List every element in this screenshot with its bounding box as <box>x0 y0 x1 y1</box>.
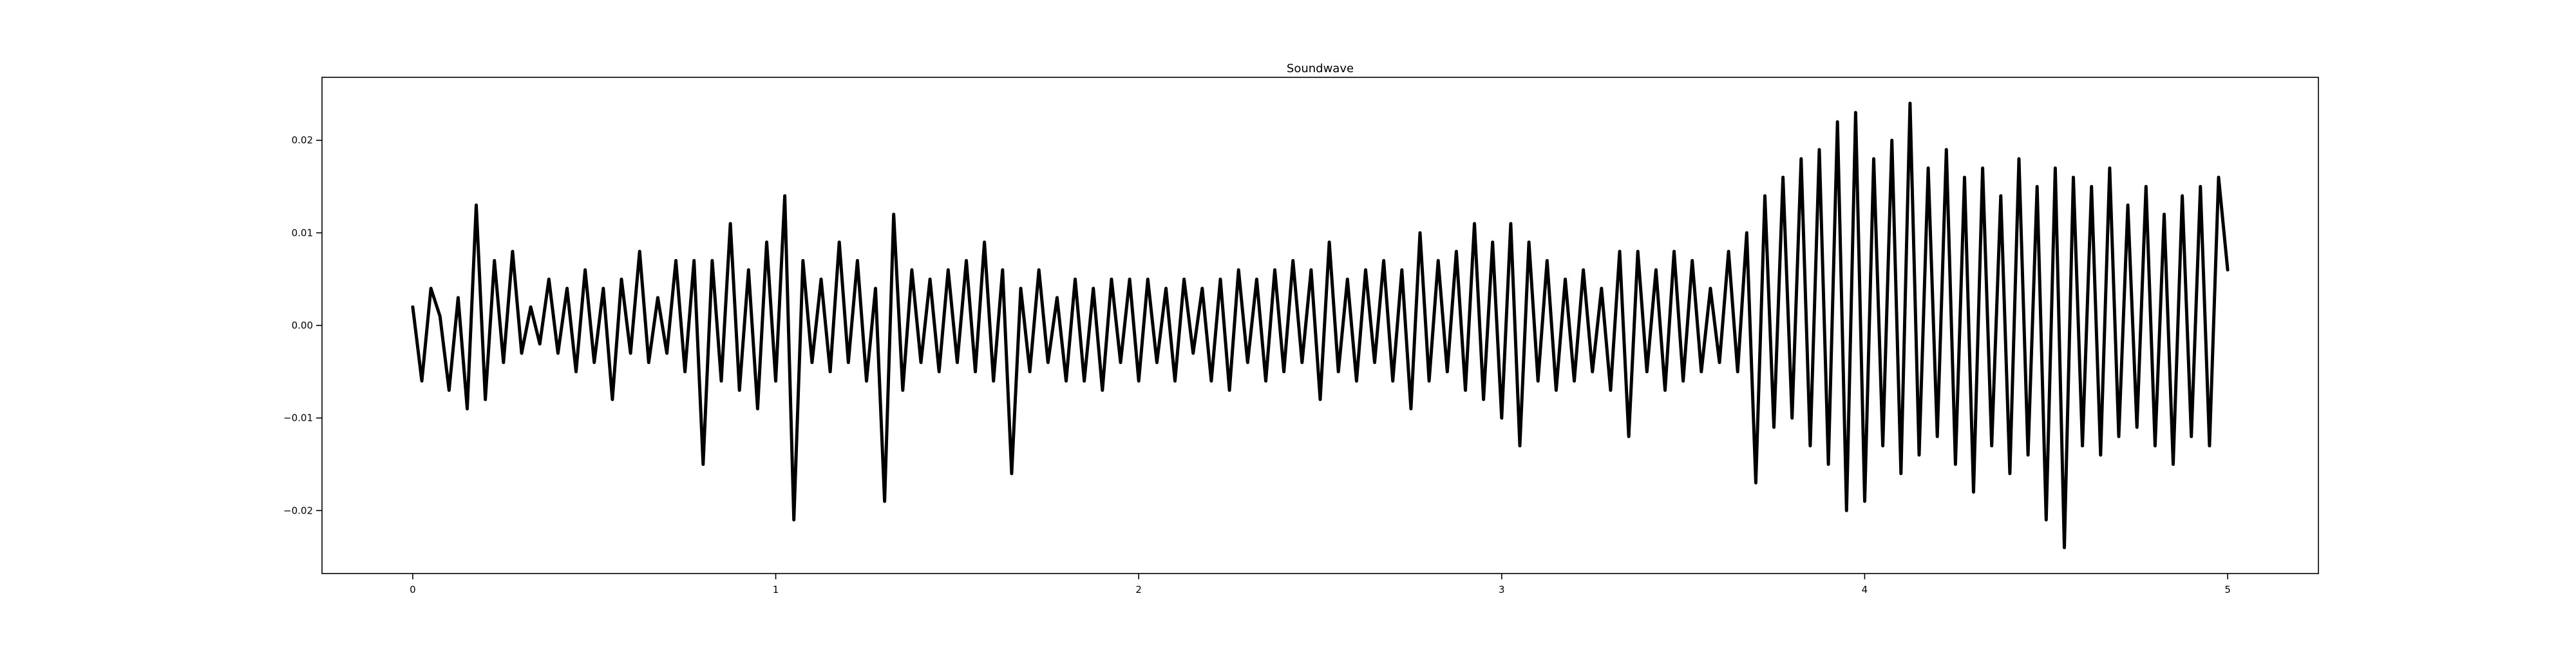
plot-area-frame <box>321 77 2319 574</box>
y-tick-label: 0.01 <box>292 227 313 238</box>
y-tick-label: 0.02 <box>292 135 313 146</box>
tick-layer: 0 1 2 3 4 5 −0.02 −0.01 0.00 0.01 0.02 <box>283 135 2231 595</box>
chart-title: Soundwave <box>1287 62 1354 75</box>
y-tick-label: −0.02 <box>283 505 313 516</box>
y-tick-label: 0.00 <box>292 320 313 331</box>
x-tick-label: 0 <box>410 584 416 595</box>
x-tick-label: 3 <box>1499 584 1505 595</box>
soundwave-series-line <box>411 101 2230 550</box>
x-tick-label: 2 <box>1135 584 1142 595</box>
x-tick-label: 4 <box>1862 584 1868 595</box>
x-tick-label: 1 <box>773 584 779 595</box>
x-tick-label: 5 <box>2224 584 2231 595</box>
y-tick-label: −0.01 <box>283 412 313 424</box>
